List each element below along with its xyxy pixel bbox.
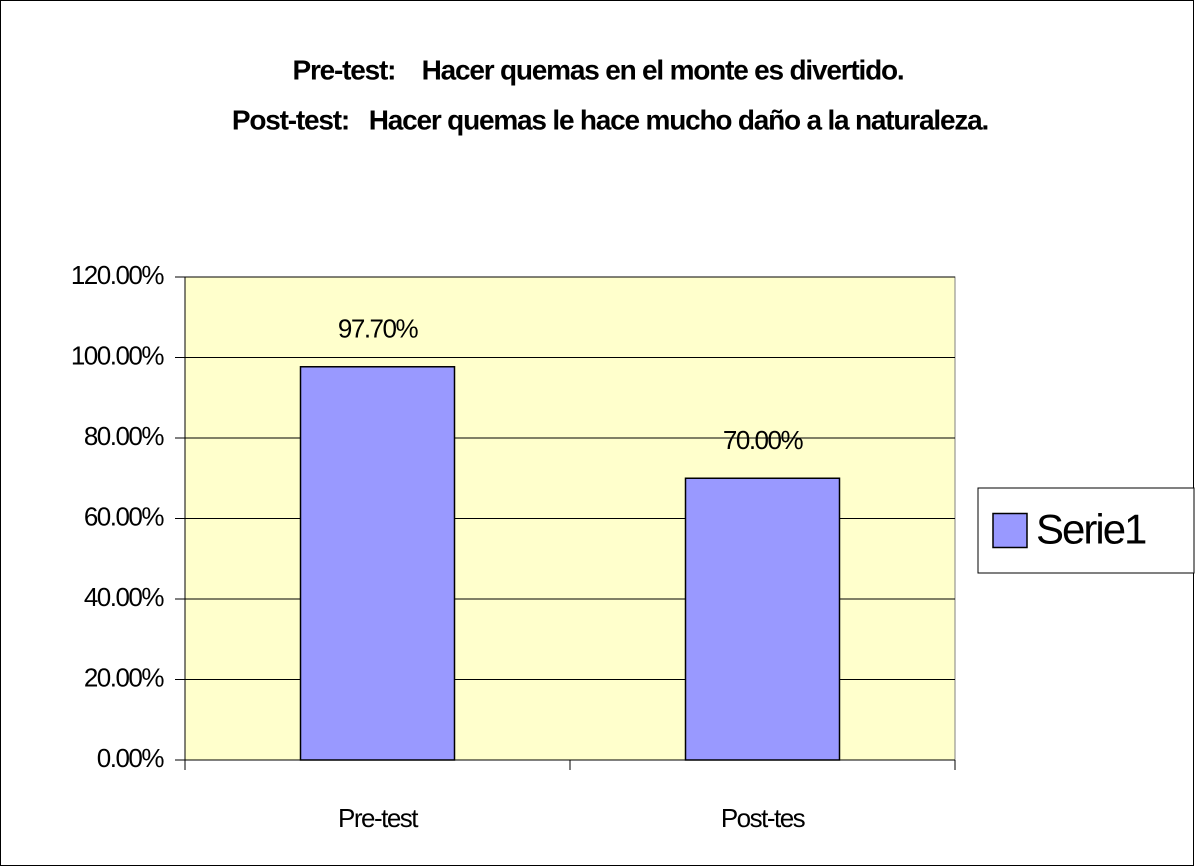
data-label: 97.70%	[338, 314, 419, 344]
bar	[299, 366, 456, 761]
bar	[684, 477, 841, 761]
chart-title: Pre-test: Hacer quemas en el monte es di…	[292, 54, 903, 85]
y-tick-label: 60.00%	[84, 501, 165, 531]
y-tick-label: 80.00%	[84, 421, 165, 451]
x-tick-label: Pre-test	[338, 803, 419, 833]
data-label: 70.00%	[723, 425, 804, 455]
x-tick-label: Post-tes	[721, 803, 806, 833]
y-tick-label: 40.00%	[84, 582, 165, 612]
y-tick-label: 120.00%	[71, 260, 165, 290]
legend-swatch	[992, 512, 1028, 549]
chart-title: Post-test: Hacer quemas le hace mucho da…	[232, 104, 988, 135]
y-tick-label: 100.00%	[71, 340, 165, 370]
y-tick-label: 20.00%	[84, 662, 165, 692]
y-tick-label: 0.00%	[97, 743, 165, 773]
legend-label: Serie1	[1036, 506, 1146, 553]
